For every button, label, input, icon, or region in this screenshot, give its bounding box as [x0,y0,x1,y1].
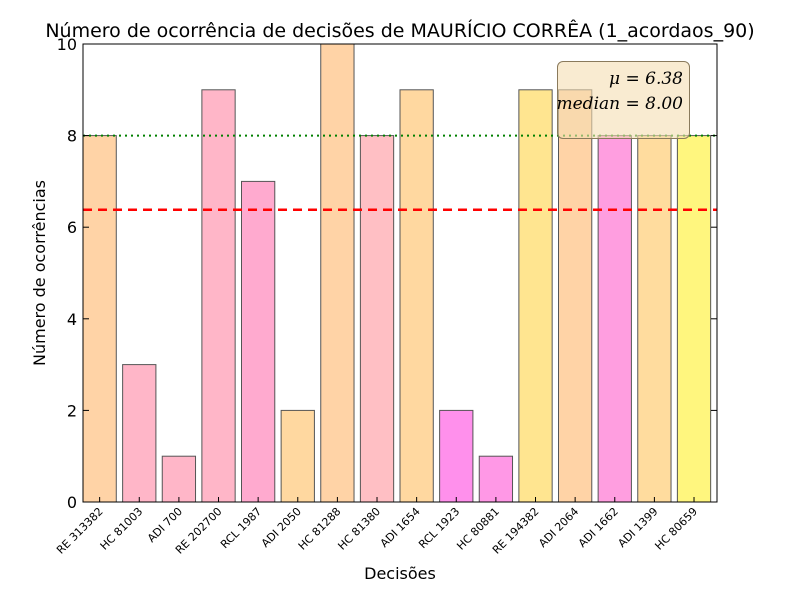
x-tick-label: HC 81380 [335,505,383,553]
bar-rcl-1923 [439,409,474,503]
y-tick-label: 6 [67,218,77,237]
bar-rcl-1987 [241,180,276,503]
bar-hc-80659 [676,135,712,503]
y-tick-label: 0 [67,493,77,512]
bar-adi-1662 [597,135,632,503]
x-tick-label: RCL 1987 [218,505,264,551]
mean-stat-text: μ = 6.38 [609,69,683,89]
plot-frame [82,43,718,503]
chart-title: Número de ocorrência de decisões de MAUR… [45,19,754,42]
bars-group [82,43,712,503]
y-tick-label: 8 [67,127,77,146]
bar-adi-2050 [280,409,315,503]
stats-legend-box: μ = 6.38 median = 8.00 [557,61,690,139]
x-axis-label: Decisões [364,564,436,583]
y-axis-label: Número de ocorrências [30,180,49,366]
bar-re-194382 [518,89,553,503]
bar-hc-81288 [320,43,355,503]
bar-adi-1399 [637,135,672,503]
bar-re-202700 [201,89,236,503]
x-tick-label: ADI 700 [145,505,185,545]
bar-hc-80881 [478,455,514,503]
median-stat-text: median = 8.00 [556,94,684,114]
bar-adi-1654 [399,89,434,503]
x-tick-label: ADI 2064 [536,505,581,550]
bar-adi-2064 [558,89,593,503]
y-tick-label: 10 [57,35,77,54]
y-tick-label: 2 [67,401,77,420]
bar-adi-700 [161,455,197,503]
x-tick-label: HC 81003 [98,505,146,553]
y-tick-label: 4 [67,310,77,329]
x-tick-label: RE 313382 [54,505,106,557]
x-tick-label: ADI 1662 [576,505,621,550]
x-tick-label: HC 80659 [652,505,700,553]
bar-hc-81380 [359,135,395,503]
y-axis: 0 2 4 6 8 10 [57,35,717,512]
bar-hc-81003 [122,364,157,503]
